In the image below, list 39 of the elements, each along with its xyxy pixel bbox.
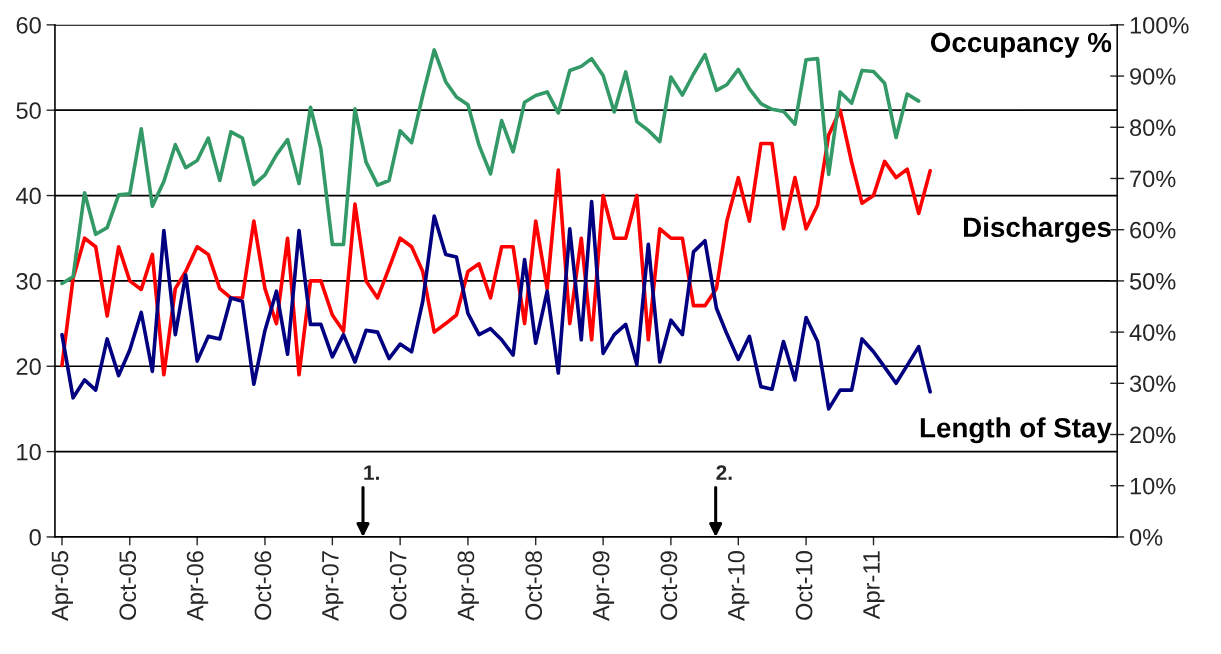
y2-tick-label: 70% xyxy=(1130,170,1176,188)
y-tick-label: 50 xyxy=(16,102,41,119)
x-tick-label: Apr-06 xyxy=(186,551,209,621)
y2-tick-label: 100% xyxy=(1130,16,1189,34)
y2-tick-label: 30% xyxy=(1129,375,1176,393)
x-tick-label: Apr-08 xyxy=(457,551,479,621)
x-tick-label: Oct-08 xyxy=(525,551,543,620)
series-label: Occupancy % xyxy=(930,32,1112,58)
x-tick-label: Oct-10 xyxy=(795,551,813,620)
y2-tick-label: 80% xyxy=(1130,119,1176,137)
annotation: 2. xyxy=(716,465,732,480)
y-tick-label: 10 xyxy=(17,443,41,461)
x-tick-label: Oct-06 xyxy=(254,551,272,620)
x-tick-label: Oct-05 xyxy=(119,551,137,620)
y-tick-label: 40 xyxy=(16,187,41,205)
y-tick-label: 0 xyxy=(29,529,41,546)
x-tick-label: Oct-09 xyxy=(660,551,678,620)
line-series xyxy=(60,199,932,411)
x-tick-label: Apr-10 xyxy=(727,551,750,621)
y-tick-label: 30 xyxy=(16,272,41,290)
x-tick-label: Oct-07 xyxy=(389,551,407,620)
y2-tick-label: 50% xyxy=(1129,272,1176,290)
y2-tick-label: 20% xyxy=(1130,426,1176,444)
x-tick-label: Apr-09 xyxy=(592,551,615,621)
annotation: 1. xyxy=(364,465,379,480)
series-label: Discharges xyxy=(964,216,1111,243)
y2-tick-label: 90% xyxy=(1130,68,1176,85)
line-series xyxy=(60,108,932,377)
x-tick-label: Apr-07 xyxy=(321,551,344,621)
y2-tick-label: 40% xyxy=(1129,324,1176,341)
x-tick-label: Apr-05 xyxy=(51,551,73,621)
x-tick-label: Apr-11 xyxy=(863,551,885,620)
series-label: Length of Stay xyxy=(920,417,1112,444)
y2-tick-label: 60% xyxy=(1130,221,1176,239)
line-series xyxy=(60,48,921,286)
y-tick-label: 20 xyxy=(16,358,41,376)
y2-tick-label: 0% xyxy=(1129,529,1163,546)
y-tick-label: 60 xyxy=(16,16,41,34)
y2-tick-label: 10% xyxy=(1130,477,1176,495)
